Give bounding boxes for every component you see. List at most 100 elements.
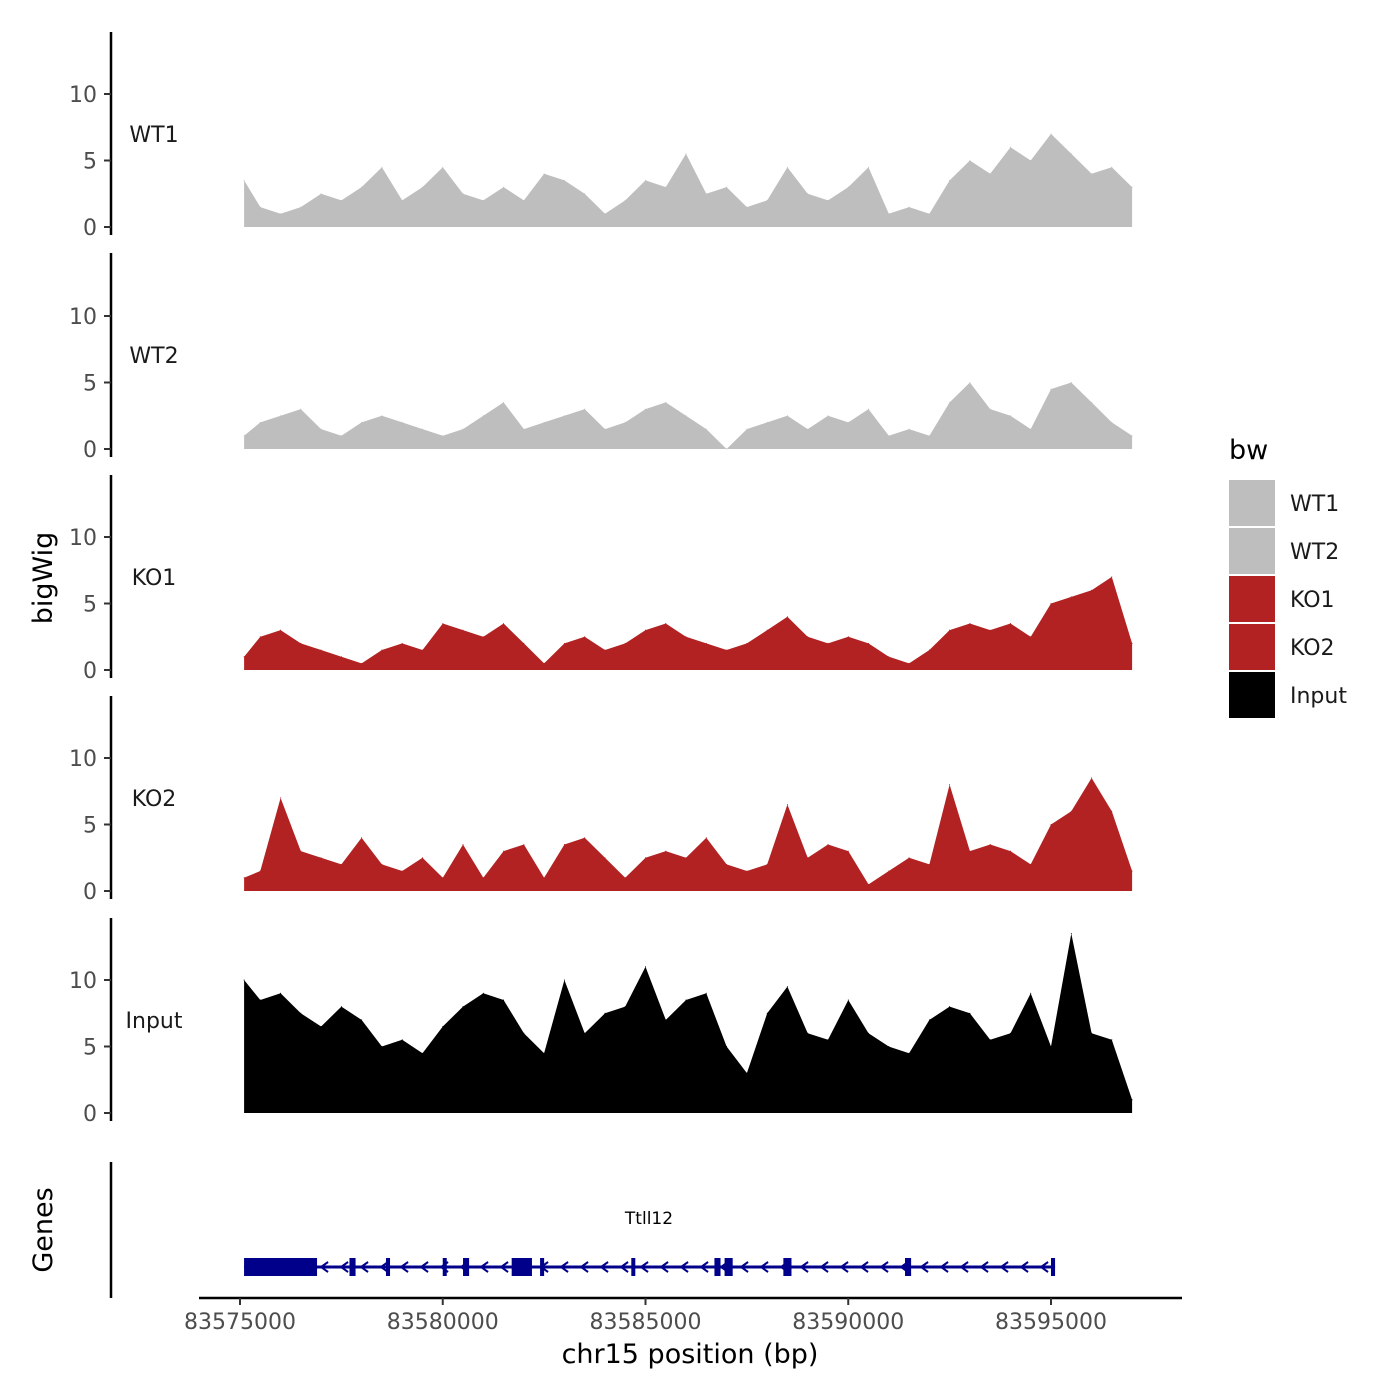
data-point (888, 1046, 890, 1047)
data-point (604, 428, 606, 430)
gene-exon (631, 1258, 636, 1276)
data-point (908, 1052, 910, 1054)
y-tick-label: 10 (69, 83, 97, 108)
data-point (908, 857, 910, 859)
data-point (645, 629, 646, 631)
data-point (665, 623, 667, 624)
strand-arrow (479, 1261, 489, 1273)
data-point (847, 999, 849, 1001)
data-point (1111, 1039, 1113, 1041)
data-point (766, 199, 768, 201)
data-point (1030, 636, 1032, 638)
data-point (280, 213, 282, 215)
data-point (523, 199, 525, 201)
data-point (624, 642, 626, 644)
x-tick-label: 83585000 (590, 1310, 702, 1335)
data-point (888, 213, 890, 215)
data-point (259, 870, 261, 872)
data-point (340, 863, 342, 865)
data-point (868, 883, 869, 885)
strand-arrow (859, 1261, 869, 1273)
track-ko2: 0 5 10 KO2 (69, 696, 1133, 905)
data-point (503, 623, 505, 624)
data-point (766, 1012, 768, 1014)
x-tick-label: 83590000 (792, 1310, 904, 1335)
area-ko2 (244, 778, 1133, 891)
data-point (868, 408, 869, 410)
data-point (949, 1006, 951, 1008)
y-tick-label: 10 (69, 526, 97, 551)
data-point (665, 850, 667, 852)
data-point (726, 448, 728, 450)
data-point (401, 1039, 403, 1041)
data-point (442, 877, 444, 879)
legend-label-input: Input (1290, 684, 1347, 709)
data-point (807, 428, 809, 430)
data-point (543, 421, 545, 423)
genes-axis-title: Genes (28, 1187, 59, 1272)
legend-label-ko2: KO2 (1290, 636, 1335, 661)
data-point (604, 649, 606, 651)
gene-track (244, 1258, 1056, 1276)
legend-swatch-input (1229, 672, 1275, 718)
data-point (340, 656, 342, 658)
strand-arrow (419, 1261, 429, 1273)
gene-exon (783, 1258, 792, 1276)
data-point (1070, 596, 1072, 598)
data-point (563, 642, 565, 644)
data-point (665, 186, 667, 188)
data-point (422, 649, 423, 651)
strand-arrow (739, 1261, 749, 1273)
data-point (442, 166, 444, 168)
strand-arrow (339, 1261, 349, 1273)
strand-arrow (639, 1261, 649, 1273)
strand-arrow (799, 1261, 809, 1273)
data-point (928, 863, 930, 865)
strand-arrow (559, 1261, 569, 1273)
data-point (482, 877, 484, 879)
data-point (989, 844, 991, 845)
data-point (1050, 1046, 1052, 1047)
legend-swatch-ko2 (1229, 624, 1275, 670)
data-point (1070, 933, 1072, 934)
strand-arrow (759, 1261, 769, 1273)
strand-arrow (699, 1261, 709, 1273)
data-point (401, 199, 403, 201)
data-point (243, 435, 245, 437)
data-point (543, 662, 545, 664)
data-point (928, 435, 930, 437)
legend-label-wt2: WT2 (1290, 540, 1339, 565)
data-point (645, 857, 646, 859)
data-point (726, 186, 728, 188)
data-point (340, 435, 342, 437)
strand-arrow (1019, 1261, 1029, 1273)
data-point (827, 199, 829, 201)
data-point (888, 435, 890, 437)
y-tick-label: 5 (83, 150, 97, 175)
data-point (523, 642, 525, 644)
data-point (482, 199, 484, 201)
data-point (361, 662, 363, 664)
data-point (746, 428, 748, 430)
data-point (726, 1046, 728, 1047)
data-point (807, 1032, 809, 1034)
data-point (685, 415, 687, 417)
strand-arrow (659, 1261, 669, 1273)
data-point (563, 979, 565, 981)
data-point (847, 636, 849, 638)
data-point (1030, 160, 1032, 161)
strand-arrow (999, 1261, 1009, 1273)
track-label: WT2 (129, 344, 178, 369)
data-point (827, 642, 829, 644)
y-axis-title: bigWig (28, 532, 59, 625)
data-point (1010, 146, 1011, 148)
data-point (280, 415, 282, 417)
data-point (1070, 382, 1072, 383)
gene-exon (349, 1258, 356, 1276)
data-point (320, 857, 322, 859)
data-point (807, 193, 809, 195)
data-point (969, 160, 971, 161)
data-point (300, 642, 302, 644)
data-point (786, 415, 788, 417)
data-point (746, 642, 748, 644)
